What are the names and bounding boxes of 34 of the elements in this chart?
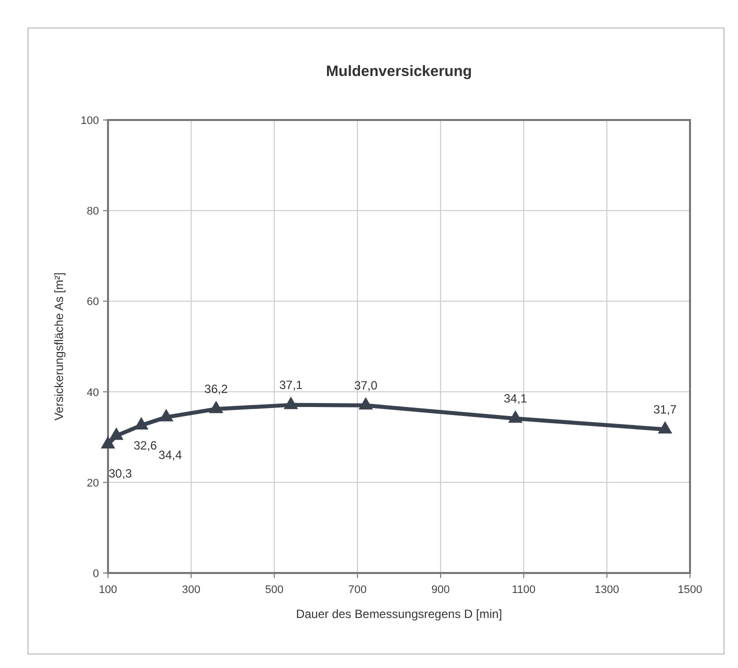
y-tick-label: 60 — [86, 296, 99, 308]
data-label: 37,1 — [279, 378, 303, 392]
point — [109, 427, 124, 440]
point — [158, 408, 174, 422]
point — [508, 410, 523, 423]
data-label: 36,2 — [204, 382, 228, 396]
y-tick-label: 100 — [80, 115, 99, 127]
y-axis-title: Versickerungsfläche As [m²] — [52, 272, 66, 421]
x-tick-label: 1500 — [678, 584, 702, 596]
x-tick-label: 900 — [431, 584, 450, 596]
x-tick-label: 500 — [265, 584, 284, 596]
x-tick-label: 700 — [348, 584, 367, 596]
x-tick-label: 1300 — [594, 584, 620, 596]
data-label: 34,1 — [504, 392, 528, 406]
point — [358, 397, 373, 410]
y-tick-label: 80 — [86, 206, 99, 218]
point — [100, 436, 116, 449]
point — [208, 400, 224, 414]
data-label: 30,3 — [108, 466, 132, 481]
x-tick-label: 1100 — [512, 584, 536, 596]
y-tick-label: 40 — [86, 386, 99, 399]
chart-title: Muldenversickerung — [326, 63, 472, 80]
point — [284, 396, 298, 410]
x-axis-title: Dauer des Bemessungsregens D [min] — [296, 607, 502, 621]
data-label: 34,4 — [158, 448, 182, 462]
data-label: 31,7 — [653, 402, 678, 416]
data-label: 37,0 — [354, 378, 378, 392]
point — [658, 421, 672, 434]
x-tick-label: 100 — [98, 584, 118, 596]
point — [134, 417, 148, 430]
y-tick-label: 20 — [86, 477, 99, 490]
y-tick-label: 0 — [92, 568, 99, 580]
x-tick-label: 300 — [182, 584, 200, 596]
data-label: 32,6 — [134, 438, 158, 452]
